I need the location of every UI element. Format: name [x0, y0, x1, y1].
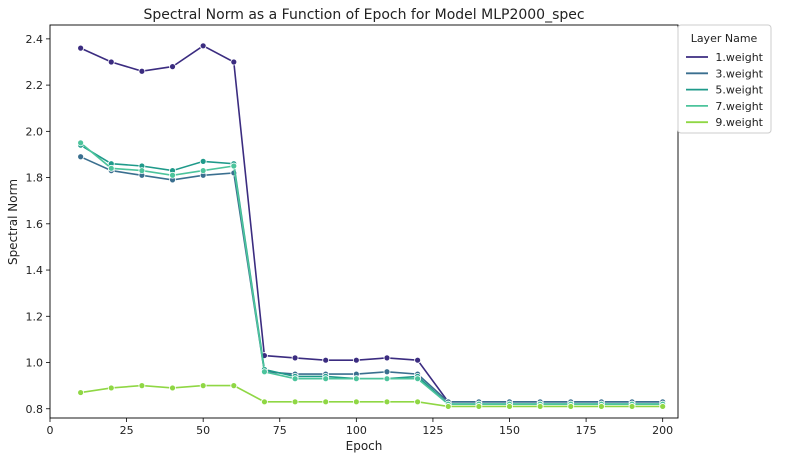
series-line-5-weight [80, 144, 663, 405]
data-point-9-weight [414, 398, 422, 406]
y-tick-label: 0.8 [26, 403, 44, 416]
y-tick-label: 1.8 [26, 172, 44, 185]
y-tick-label: 1.2 [26, 310, 44, 323]
data-point-1-weight [138, 67, 146, 75]
data-point-1-weight [291, 354, 299, 362]
y-axis-label: Spectral Norm [6, 179, 20, 265]
data-point-9-weight [598, 403, 605, 410]
y-tick-label: 2.0 [26, 125, 44, 138]
data-point-9-weight [475, 403, 483, 410]
data-point-9-weight [383, 398, 391, 406]
data-point-1-weight [230, 58, 238, 66]
data-point-9-weight [506, 403, 513, 410]
data-point-7-weight [352, 375, 360, 383]
data-point-9-weight [291, 398, 299, 406]
data-point-9-weight [169, 384, 176, 392]
x-tick-label: 75 [273, 424, 287, 437]
data-point-9-weight [107, 384, 115, 392]
y-tick-label: 1.0 [26, 357, 44, 370]
data-point-1-weight [414, 356, 422, 364]
chart-title: Spectral Norm as a Function of Epoch for… [143, 7, 584, 23]
legend: Layer Name 1.weight 3.weight 5.weight 7.wei… [677, 24, 772, 134]
legend-items: 1.weight 3.weight 5.weight 7.weight 9.weight [686, 51, 764, 129]
data-point-9-weight [77, 389, 85, 396]
series-line-1-weight [80, 44, 663, 403]
plot-frame [49, 24, 679, 419]
data-point-7-weight [291, 375, 299, 383]
legend-label: 7.weight [715, 100, 763, 113]
x-tick-label: 25 [120, 424, 134, 437]
legend-title: Layer Name [691, 32, 758, 45]
data-point-1-weight [199, 42, 207, 50]
data-point-9-weight [138, 382, 146, 390]
data-point-7-weight [199, 167, 207, 175]
series-line-7-weight [80, 142, 663, 405]
data-point-7-weight [138, 167, 146, 175]
data-point-9-weight [352, 398, 360, 406]
y-tick-label: 2.4 [26, 33, 44, 46]
data-point-7-weight [322, 375, 330, 383]
data-point-7-weight [77, 139, 85, 147]
data-point-1-weight [322, 356, 330, 364]
series-line-3-weight [80, 156, 663, 403]
data-point-7-weight [383, 375, 391, 383]
x-tick-label: 200 [652, 424, 673, 437]
data-point-7-weight [230, 162, 238, 170]
y-tick-label: 2.2 [26, 79, 44, 92]
data-point-9-weight [567, 403, 575, 410]
series-line-9-weight [80, 384, 663, 408]
data-point-9-weight [659, 403, 667, 410]
data-point-3-weight [383, 368, 391, 376]
legend-label: 5.weight [715, 84, 763, 97]
x-axis-label: Epoch [346, 439, 383, 453]
data-point-7-weight [107, 164, 115, 172]
data-point-7-weight [169, 171, 176, 179]
x-tick-label: 125 [422, 424, 443, 437]
data-point-5-weight [199, 157, 207, 165]
data-point-9-weight [261, 398, 268, 406]
data-point-7-weight [414, 375, 422, 383]
x-tick-label: 50 [196, 424, 210, 437]
x-tick-label: 0 [47, 424, 54, 437]
data-point-1-weight [383, 354, 391, 362]
legend-label: 3.weight [715, 67, 763, 80]
data-point-9-weight [199, 382, 207, 390]
data-point-9-weight [444, 403, 452, 410]
data-point-1-weight [107, 58, 115, 66]
y-tick-label: 1.4 [26, 264, 44, 277]
data-point-9-weight [322, 398, 330, 406]
legend-label: 9.weight [715, 116, 763, 129]
x-tick-label: 175 [576, 424, 597, 437]
data-point-1-weight [352, 356, 360, 364]
x-tick-label: 100 [346, 424, 367, 437]
y-tick-label: 1.6 [26, 218, 44, 231]
data-point-3-weight [77, 153, 85, 161]
data-point-9-weight [230, 382, 238, 390]
data-point-9-weight [536, 403, 544, 410]
plot-layer: 0 25 50 75 100 125 150 175 200 0.8 1.0 1.2 1.4 1.6 1.8… [26, 24, 679, 437]
data-point-1-weight [77, 44, 85, 52]
data-point-1-weight [169, 63, 176, 71]
data-point-7-weight [261, 368, 268, 376]
x-tick-label: 150 [499, 424, 520, 437]
legend-label: 1.weight [715, 51, 763, 64]
data-point-9-weight [628, 403, 636, 410]
